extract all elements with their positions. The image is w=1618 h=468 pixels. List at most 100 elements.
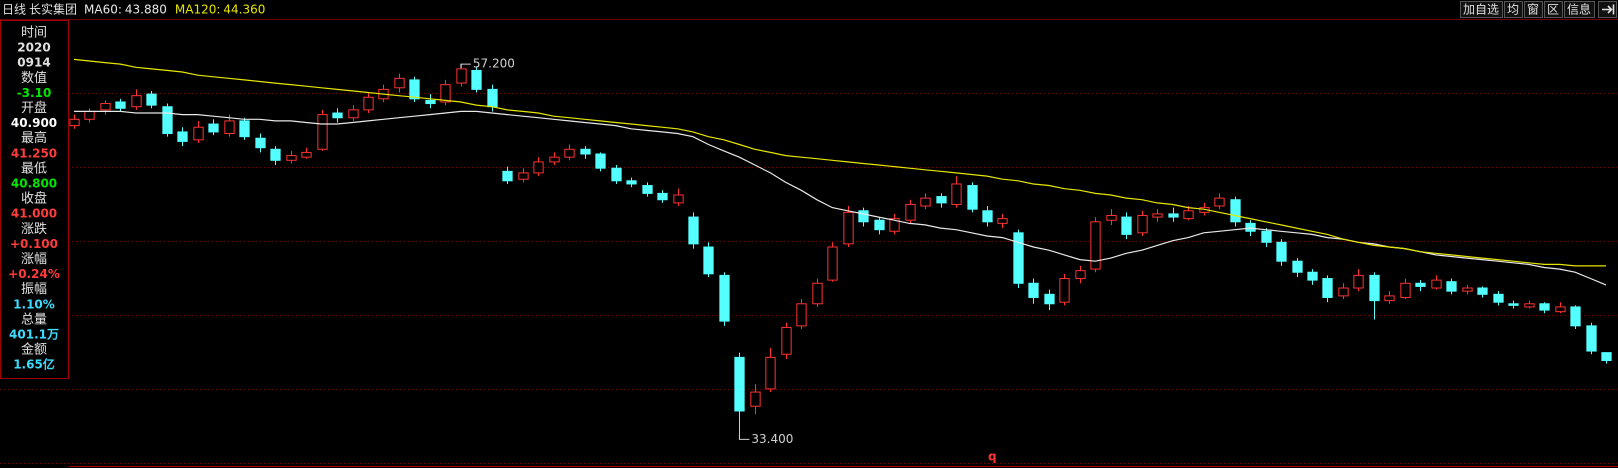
candle-body [1415,282,1426,287]
candle-body [193,126,204,141]
legend-value: 44.360 [223,3,265,17]
candle-body [84,110,95,120]
candle-body [1539,303,1550,311]
candle-body [1292,260,1303,273]
toolbar-button[interactable]: 均 [1504,1,1523,18]
candle-body [1276,241,1287,262]
exit-button[interactable] [1598,1,1617,18]
candle-body [688,216,699,245]
candle-body [642,185,653,194]
panel-value: 41.250 [11,146,57,160]
candle-body [1338,287,1349,297]
period: 日线 [2,3,26,17]
candle-body [843,211,854,245]
toolbar-button[interactable]: 信息 [1564,1,1595,18]
candle-body [239,120,250,138]
button-label[interactable]: 加自选 [1463,3,1499,17]
candle-body [564,148,575,158]
panel-label: 最高 [21,130,47,146]
candle-body [657,192,668,201]
candle-body [1384,295,1395,302]
candle-body [703,246,714,275]
candle-body [1013,232,1024,284]
annotation-label: 33.400 [751,432,793,446]
candle-body [936,196,947,204]
candle-body [982,210,993,223]
toolbar-button[interactable]: 加自选 [1460,1,1503,18]
candle-body [115,101,126,109]
panel-label: 涨幅 [21,252,47,267]
candle-body [1152,213,1163,218]
candle-body [1214,197,1225,207]
candle-body [827,246,838,281]
candle-body [1075,270,1086,280]
candle-body [208,123,219,133]
legend-name: MA60: [84,3,122,17]
candle-body [967,185,978,210]
candle-body [796,303,807,327]
annotation-label: 57.200 [473,57,515,71]
candle-body [781,326,792,355]
candle-body [1168,213,1179,218]
panel-label: 时间 [21,26,47,41]
candle-body [487,88,498,108]
candle-body [317,114,328,150]
candle-body [1508,303,1519,306]
candle-body [1369,274,1380,302]
panel-value: -3.10 [17,86,52,100]
candle-body [1106,214,1117,221]
candle-body [348,109,359,119]
candle-body [1307,271,1318,281]
panel-border [0,20,69,379]
candle-body [1524,303,1535,308]
button-frame [1460,1,1503,18]
candle-body [1137,214,1148,234]
candle-body [1028,282,1039,298]
candle-body [301,151,312,158]
legend-name: MA120: [175,3,221,17]
candle-body [1570,306,1581,327]
stock-name: 长实集团 [29,2,77,17]
candle-body [874,219,885,231]
panel-label: 收盘 [21,191,47,207]
toolbar-button[interactable]: 区 [1544,1,1563,18]
ma-line [73,58,1606,267]
button-label[interactable]: 均 [1507,3,1519,17]
candle-body [146,93,157,106]
candle-body [1245,222,1256,232]
exit-icon [1602,4,1615,15]
candle-body [812,282,823,305]
candle-body [502,170,513,182]
panel-time: 2020 [17,41,50,55]
button-label[interactable]: 窗 [1527,3,1539,17]
candle-body [611,167,622,182]
panel-label: 金额 [21,342,47,358]
candle-body [1586,325,1597,352]
candle-body [1121,216,1132,235]
toolbar-button[interactable]: 窗 [1524,1,1543,18]
panel-label: 开盘 [21,100,47,116]
candle-body [69,118,80,127]
panel-value: 41.000 [11,207,57,221]
panel-label: 最低 [21,161,47,176]
candle-body [1090,221,1101,270]
candle-body [765,356,776,390]
button-label[interactable]: 信息 [1567,2,1591,17]
plot: 57.200 33.400 [69,57,1612,446]
candle-body [1044,293,1055,305]
button-label[interactable]: 区 [1547,3,1559,17]
grid [0,19,1618,464]
candle-body [920,197,931,207]
candle-body [549,156,560,163]
candle-body [951,183,962,205]
candle-body [270,148,281,161]
candle-body [1230,199,1241,223]
panel-time: 0914 [17,56,50,70]
candle-body [332,112,343,119]
candle-body [580,148,591,155]
info-panel: 时间20200914数值-3.10开盘40.900最高41.250最低40.80… [0,20,69,379]
candle-body [719,274,730,322]
button-frame [1504,1,1523,18]
candle-body [750,391,761,407]
candle-body [162,106,173,135]
